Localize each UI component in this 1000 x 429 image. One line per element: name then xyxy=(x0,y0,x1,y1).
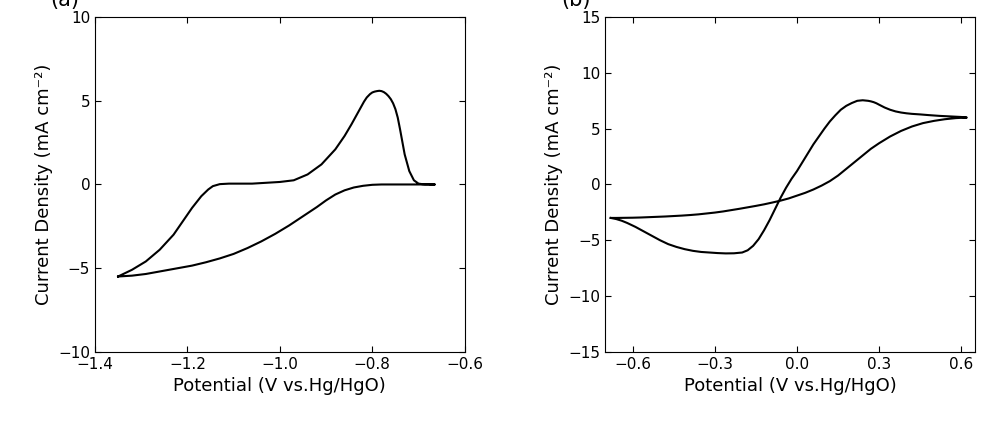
Y-axis label: Current Density (mA cm⁻²): Current Density (mA cm⁻²) xyxy=(35,64,53,305)
X-axis label: Potential (V vs.Hg/HgO): Potential (V vs.Hg/HgO) xyxy=(173,377,386,395)
Text: (a): (a) xyxy=(51,0,80,10)
Y-axis label: Current Density (mA cm⁻²): Current Density (mA cm⁻²) xyxy=(545,64,563,305)
X-axis label: Potential (V vs.Hg/HgO): Potential (V vs.Hg/HgO) xyxy=(684,377,897,395)
Text: (b): (b) xyxy=(561,0,590,10)
